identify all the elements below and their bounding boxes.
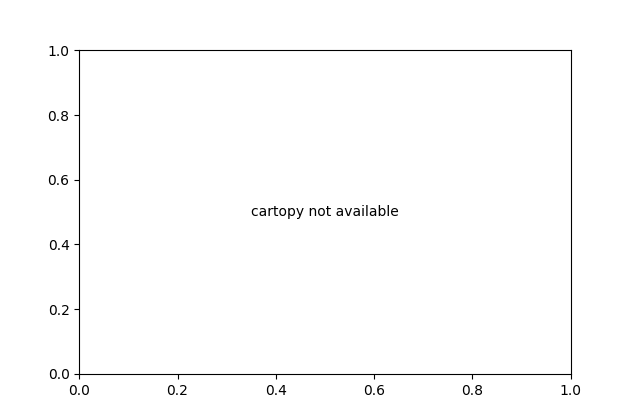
Text: cartopy not available: cartopy not available [251, 205, 399, 219]
